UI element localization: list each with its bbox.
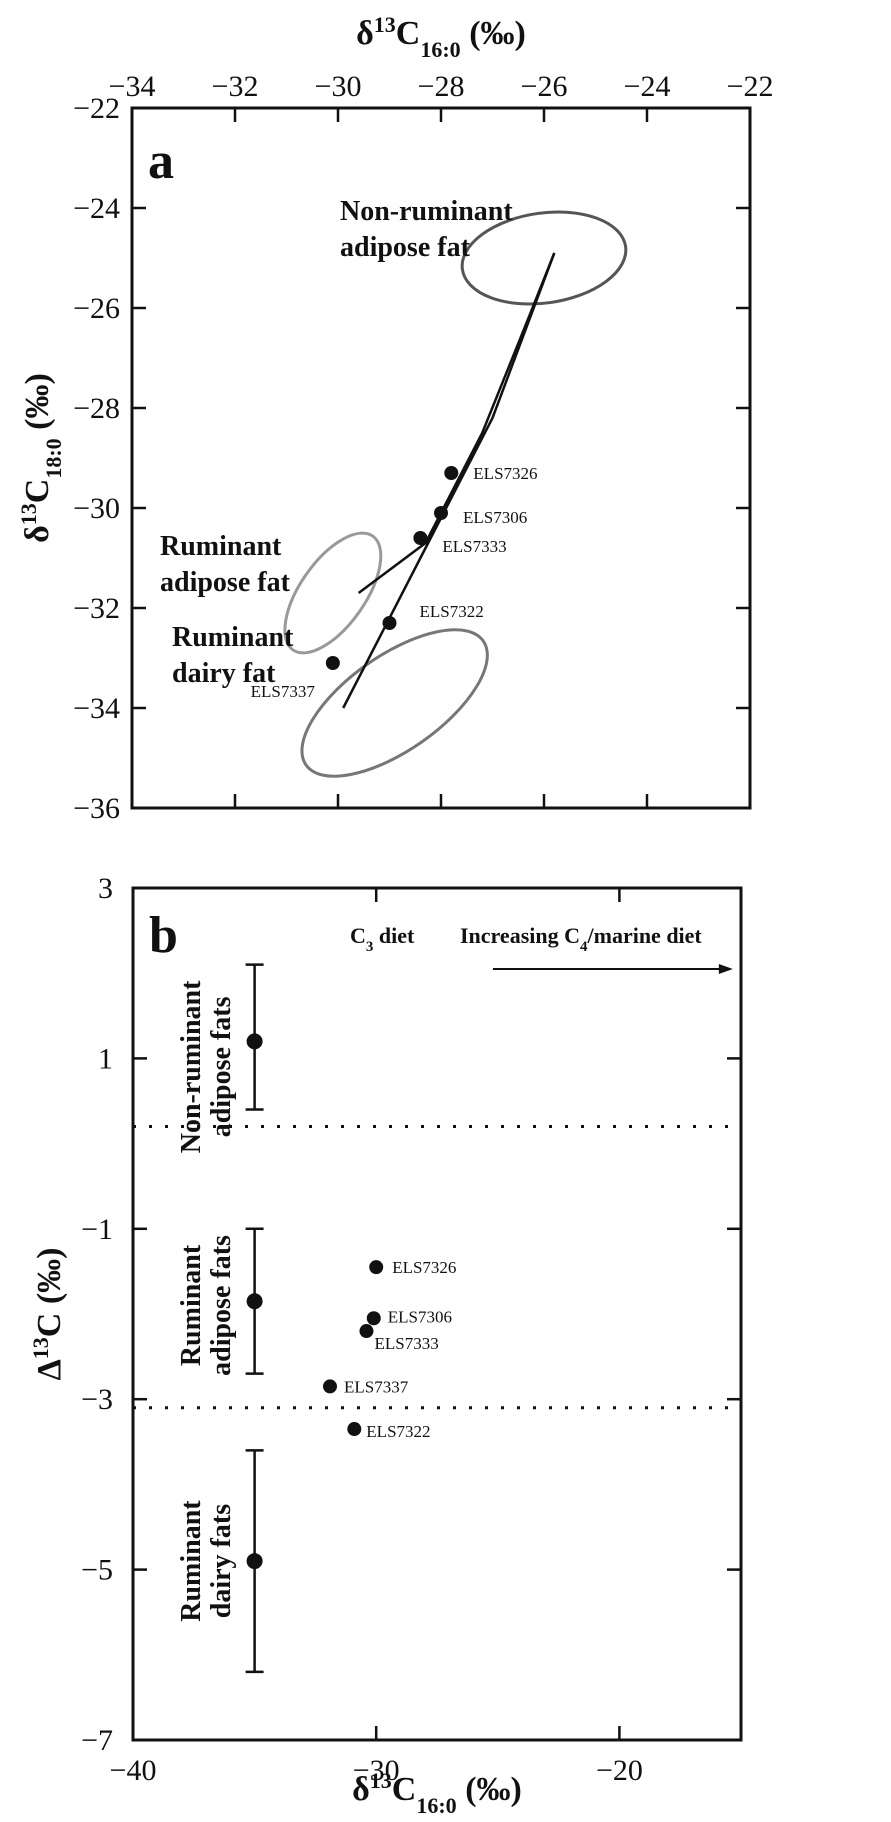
plot-frame-b [131,886,743,1742]
y-tick-label-a: −32 [73,592,120,625]
panel-a: −34 −32 −30 −28 −26 −24 −22 −22 −24 −26 −28 −30 −32 −… [16,12,774,826]
y-tick-label-a: −22 [73,92,120,125]
panel-label-b: b [149,907,178,964]
region-label-a: adipose fat [340,232,471,263]
x-tick-label-b: −30 [353,1754,400,1787]
x-axis-label-b: δ13C16:0 (‰) [352,1768,522,1818]
sample-label-a: ELS7333 [442,537,506,556]
region-label-a: Ruminant [160,531,282,562]
data-point-b [347,1422,362,1437]
sample-label-b: ELS7337 [344,1377,409,1396]
x-tick-label-a: −32 [212,70,259,103]
reference-mean-point [246,1293,263,1310]
range-label-b: adipose fats [206,996,237,1137]
range-label-b: Ruminant [176,1244,207,1366]
region-label-a: adipose fat [160,567,291,598]
data-point-a [434,506,448,520]
range-label-b: Ruminant [176,1500,207,1622]
x-tick-label-a: −26 [521,70,568,103]
diet-arrow-head [718,963,733,974]
sample-label-a: ELS7322 [420,602,484,621]
y-tick-label-a: −28 [73,392,120,425]
y-tick-label-a: −26 [73,292,120,325]
region-ellipse-1 [283,531,383,655]
range-label-b: adipose fats [206,1235,237,1376]
data-point-a [325,656,340,670]
reference-mean-point [246,1033,263,1050]
increasing-diet-label: Increasing C4/marine diet [460,923,702,955]
region-label-a: dairy fat [172,658,276,689]
x-tick-label-a: −30 [315,70,362,103]
x-tick-label-b: −40 [110,1754,157,1787]
data-point-a [413,531,428,545]
y-axis-label-b: Δ13C (‰) [28,1247,69,1380]
region-ellipse-0 [460,210,628,306]
y-tick-label-b: −3 [81,1383,113,1416]
sample-label-a: ELS7337 [251,682,316,701]
data-point-b [366,1311,381,1326]
sample-label-b: ELS7333 [374,1334,438,1353]
range-label-b: dairy fats [206,1504,237,1618]
y-tick-label-a: −36 [73,792,120,825]
data-point-a [444,466,459,480]
y-tick-label-b: −5 [81,1554,113,1587]
panel-label-a: a [148,133,174,190]
sample-label-a: ELS7326 [473,464,537,483]
data-point-a [382,616,397,630]
region-label-a: Non-ruminant [340,196,513,227]
y-tick-label-a: −34 [73,692,120,725]
data-point-b [369,1260,384,1275]
reference-mean-point [246,1553,263,1570]
y-tick-label-a: −30 [73,492,120,525]
x-tick-label-a: −22 [727,70,774,103]
y-tick-label-b: −7 [81,1724,113,1757]
y-axis-label-a: δ13C18:0 (‰) [16,373,66,543]
range-label-b: Non-ruminant [176,980,207,1153]
panel-b: −40 −30 −20 3 1 −1 −3 −5 −7 δ13C16:0 (‰) Δ13C (‰) b… [28,872,743,1818]
y-tick-label-b: 1 [98,1042,113,1075]
x-tick-label-a: −34 [109,70,156,103]
data-point-b [359,1324,374,1339]
y-tick-label-b: 3 [98,872,113,905]
y-tick-label-a: −24 [73,192,120,225]
mixing-line-1 [342,252,556,709]
x-tick-label-a: −28 [418,70,465,103]
region-ellipse-2 [300,628,489,778]
data-point-b [322,1379,337,1394]
x-tick-label-b: −20 [596,1754,643,1787]
c3-diet-label: C3 diet [350,923,415,955]
sample-label-b: ELS7326 [392,1258,456,1277]
y-tick-label-b: −1 [81,1213,113,1246]
x-axis-label-a: δ13C16:0 (‰) [356,12,526,62]
sample-label-b: ELS7322 [366,1422,430,1441]
sample-label-a: ELS7306 [463,508,527,527]
sample-label-b: ELS7306 [388,1307,452,1326]
x-tick-label-a: −24 [624,70,671,103]
region-label-a: Ruminant [172,622,294,653]
